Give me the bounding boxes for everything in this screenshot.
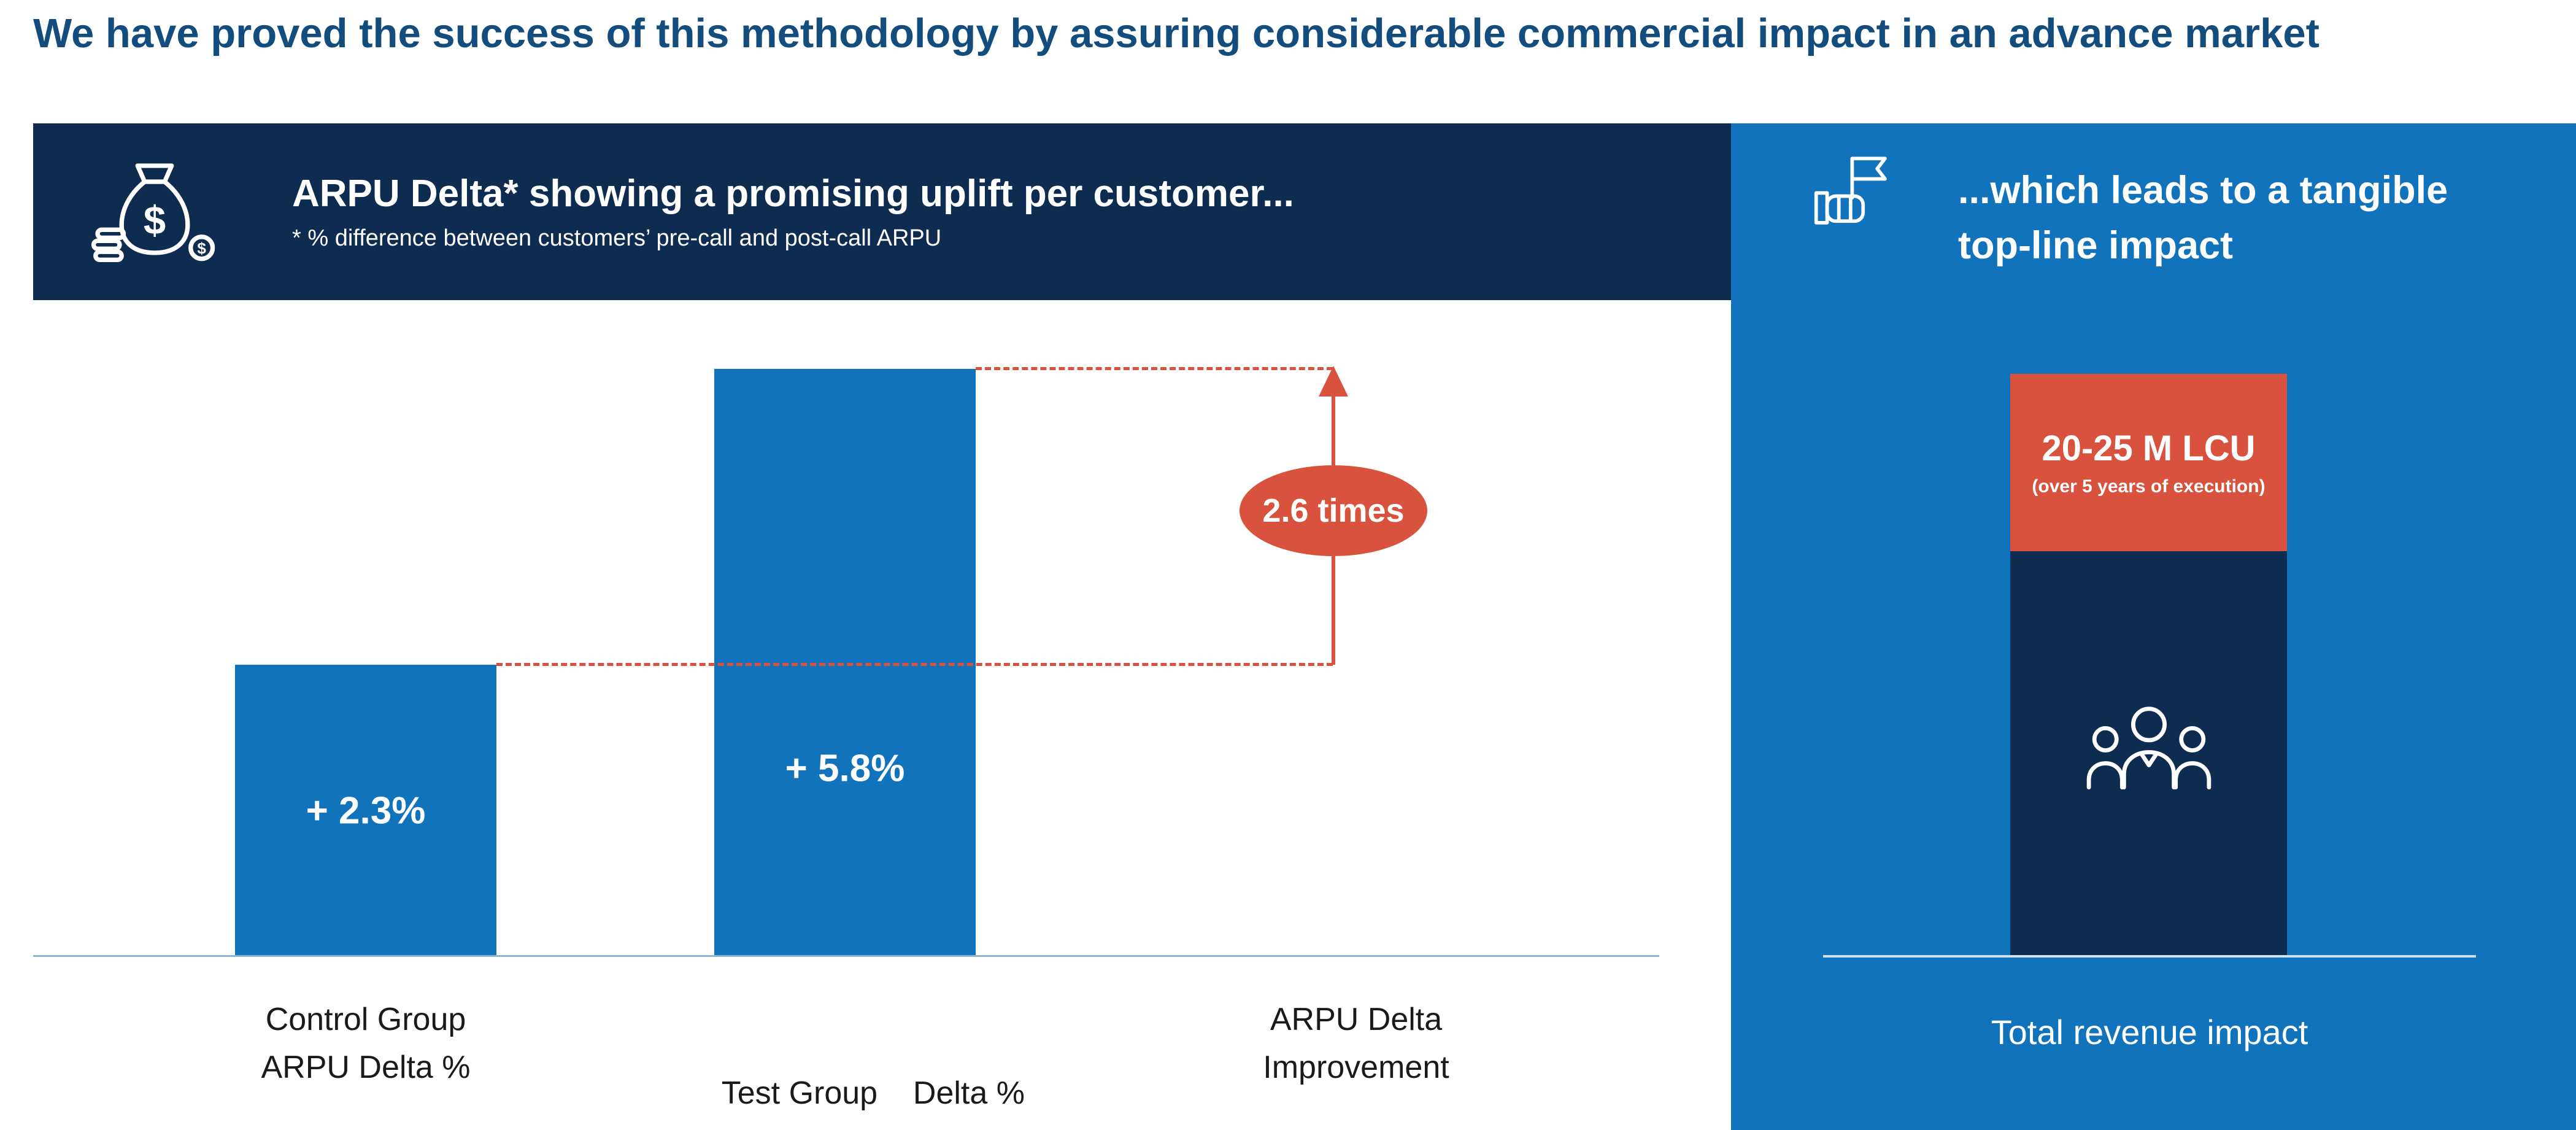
left-header-title: ARPU Delta* showing a promising uplift p…: [292, 172, 1294, 215]
chart-baseline: [33, 955, 1659, 957]
customers-icon: [2070, 697, 2227, 811]
revenue-value-block: 20-25 M LCU (over 5 years of execution): [2010, 374, 2287, 551]
left-header-band: $ $ ARPU Delta* showing a promising upli…: [33, 123, 1731, 300]
money-bag-icon: $ $: [90, 152, 220, 272]
customer-base-block: [2010, 551, 2287, 956]
x-label-line: Control Group: [265, 1002, 466, 1037]
right-header-line1: ...which leads to a tangible: [1958, 169, 2448, 212]
dashed-line-test-level: [976, 367, 1333, 370]
right-baseline: [1823, 955, 2476, 958]
left-header-text: ARPU Delta* showing a promising uplift p…: [292, 172, 1294, 252]
bar-control-value-label: + 2.3%: [306, 789, 426, 832]
bar-control-group: + 2.3%: [235, 665, 496, 956]
dashed-line-control-level: [496, 663, 1333, 666]
improvement-arrowhead: [1319, 366, 1348, 397]
right-header-title: ...which leads to a tangible top-line im…: [1958, 163, 2448, 273]
x-label-line: Test Group Delta %: [721, 1075, 1025, 1111]
bar-test-group: + 5.8%: [714, 369, 976, 956]
improvement-callout: 2.6 times: [1240, 465, 1427, 556]
revenue-note: (over 5 years of execution): [2032, 476, 2266, 497]
x-label-line: Improvement: [1263, 1050, 1449, 1085]
revenue-value: 20-25 M LCU: [2042, 428, 2256, 468]
right-header-line2: top-line impact: [1958, 224, 2234, 267]
x-label-test-group: Test Group Delta %: [632, 1021, 1062, 1130]
x-label-line: ARPU Delta: [1270, 1002, 1443, 1037]
svg-text:$: $: [197, 239, 206, 257]
x-label-control-group: Control Group ARPU Delta %: [196, 996, 535, 1091]
hand-flag-icon: [1797, 149, 1899, 251]
slide-title: We have proved the success of this metho…: [33, 10, 2320, 56]
svg-text:$: $: [144, 198, 166, 242]
x-label-improvement: ARPU Delta Improvement: [1197, 996, 1516, 1091]
x-label-line: ARPU Delta %: [261, 1050, 471, 1085]
right-axis-label: Total revenue impact: [1991, 1013, 2308, 1051]
right-panel: ...which leads to a tangible top-line im…: [1731, 123, 2576, 1130]
left-header-subtitle: * % difference between customers’ pre-ca…: [292, 225, 942, 251]
bar-test-value-label: + 5.8%: [785, 747, 905, 790]
